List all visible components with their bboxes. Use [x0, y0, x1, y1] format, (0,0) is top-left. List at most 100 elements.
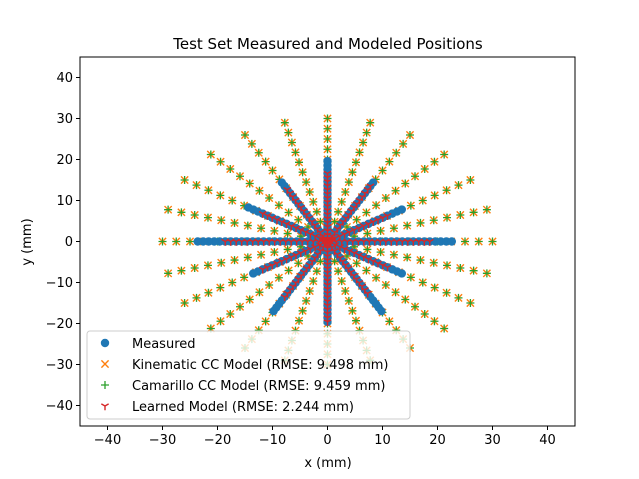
- data-point: [158, 237, 167, 246]
- x-tick-label: 30: [484, 433, 501, 448]
- data-point: [287, 138, 296, 147]
- data-point: [385, 317, 394, 326]
- data-point: [305, 187, 314, 196]
- data-point: [340, 231, 349, 239]
- data-point: [228, 196, 237, 205]
- data-point: [401, 295, 410, 304]
- data-point: [323, 145, 332, 154]
- data-point: [363, 290, 372, 298]
- data-point: [312, 207, 321, 216]
- data-point: [270, 226, 279, 235]
- data-point: [217, 258, 226, 267]
- x-tick-label: 20: [429, 433, 446, 448]
- legend-marker: [101, 381, 109, 389]
- data-point: [430, 317, 439, 326]
- data-point: [287, 254, 296, 262]
- data-point: [350, 250, 359, 258]
- data-point: [366, 183, 375, 191]
- data-point: [341, 287, 350, 296]
- data-point: [350, 227, 359, 235]
- data-point: [204, 288, 213, 297]
- data-point: [186, 237, 194, 246]
- data-point: [359, 223, 368, 231]
- data-point: [376, 226, 385, 235]
- data-point: [337, 277, 346, 286]
- data-point: [345, 229, 354, 237]
- data-point: [416, 218, 425, 227]
- data-point: [416, 256, 425, 265]
- data-point: [466, 176, 475, 184]
- data-point: [466, 299, 475, 307]
- data-point: [230, 218, 239, 227]
- data-point: [292, 252, 301, 260]
- data-point: [488, 237, 497, 246]
- data-point: [372, 273, 381, 282]
- data-point: [334, 267, 343, 276]
- data-point: [340, 246, 349, 254]
- data-point: [351, 316, 360, 325]
- data-point: [216, 191, 225, 200]
- chart-title: Test Set Measured and Modeled Positions: [172, 35, 483, 53]
- data-point: [261, 157, 270, 166]
- data-point: [443, 261, 452, 270]
- data-point: [362, 208, 371, 217]
- data-point: [284, 128, 293, 137]
- data-point: [230, 256, 239, 265]
- data-point: [482, 205, 491, 214]
- data-point: [456, 210, 465, 219]
- legend: Measured Kinematic CC Model (RMSE: 9.498 …: [86, 330, 411, 420]
- data-point: [411, 172, 420, 181]
- data-point: [344, 178, 353, 187]
- legend-label: Measured: [132, 337, 196, 352]
- data-point: [335, 233, 344, 241]
- data-point: [298, 306, 307, 315]
- data-point: [474, 237, 483, 246]
- data-point: [461, 237, 469, 246]
- data-point: [177, 266, 186, 275]
- y-tick-label: −40: [46, 399, 73, 414]
- data-point: [337, 197, 346, 206]
- series-learned-model: [221, 170, 434, 327]
- data-point: [418, 278, 427, 287]
- data-point: [284, 266, 293, 275]
- data-point: [172, 237, 181, 246]
- data-point: [373, 217, 382, 224]
- y-tick-label: 0: [65, 235, 73, 250]
- data-point: [369, 219, 378, 227]
- data-point: [391, 288, 400, 297]
- data-point: [265, 280, 274, 289]
- data-point: [240, 273, 249, 282]
- data-point: [263, 212, 272, 220]
- data-point: [383, 264, 392, 272]
- data-point: [306, 231, 315, 239]
- data-point: [280, 294, 289, 302]
- y-axis-label: y (mm): [20, 218, 35, 265]
- data-point: [268, 262, 277, 270]
- data-point: [323, 124, 332, 133]
- data-point: [280, 118, 289, 127]
- data-point: [294, 259, 303, 268]
- data-point: [403, 253, 412, 262]
- data-point: [292, 225, 301, 233]
- data-point: [397, 269, 407, 278]
- data-point: [354, 252, 363, 260]
- data-point: [302, 178, 311, 187]
- legend-entry: Kinematic CC Model (RMSE: 9.498 mm): [100, 358, 389, 373]
- data-point: [362, 266, 371, 275]
- data-point: [302, 296, 311, 305]
- data-point: [192, 181, 201, 190]
- data-point: [258, 266, 267, 274]
- y-tick-label: −10: [46, 276, 73, 291]
- data-point: [378, 262, 387, 270]
- data-point: [385, 157, 394, 166]
- data-point: [298, 168, 307, 177]
- data-point: [309, 197, 318, 206]
- data-point: [295, 158, 304, 167]
- data-point: [216, 317, 225, 326]
- data-point: [258, 210, 267, 218]
- data-point: [403, 221, 412, 230]
- data-point: [440, 150, 449, 159]
- data-point: [442, 288, 451, 297]
- data-point: [469, 266, 478, 275]
- data-point: [277, 219, 286, 227]
